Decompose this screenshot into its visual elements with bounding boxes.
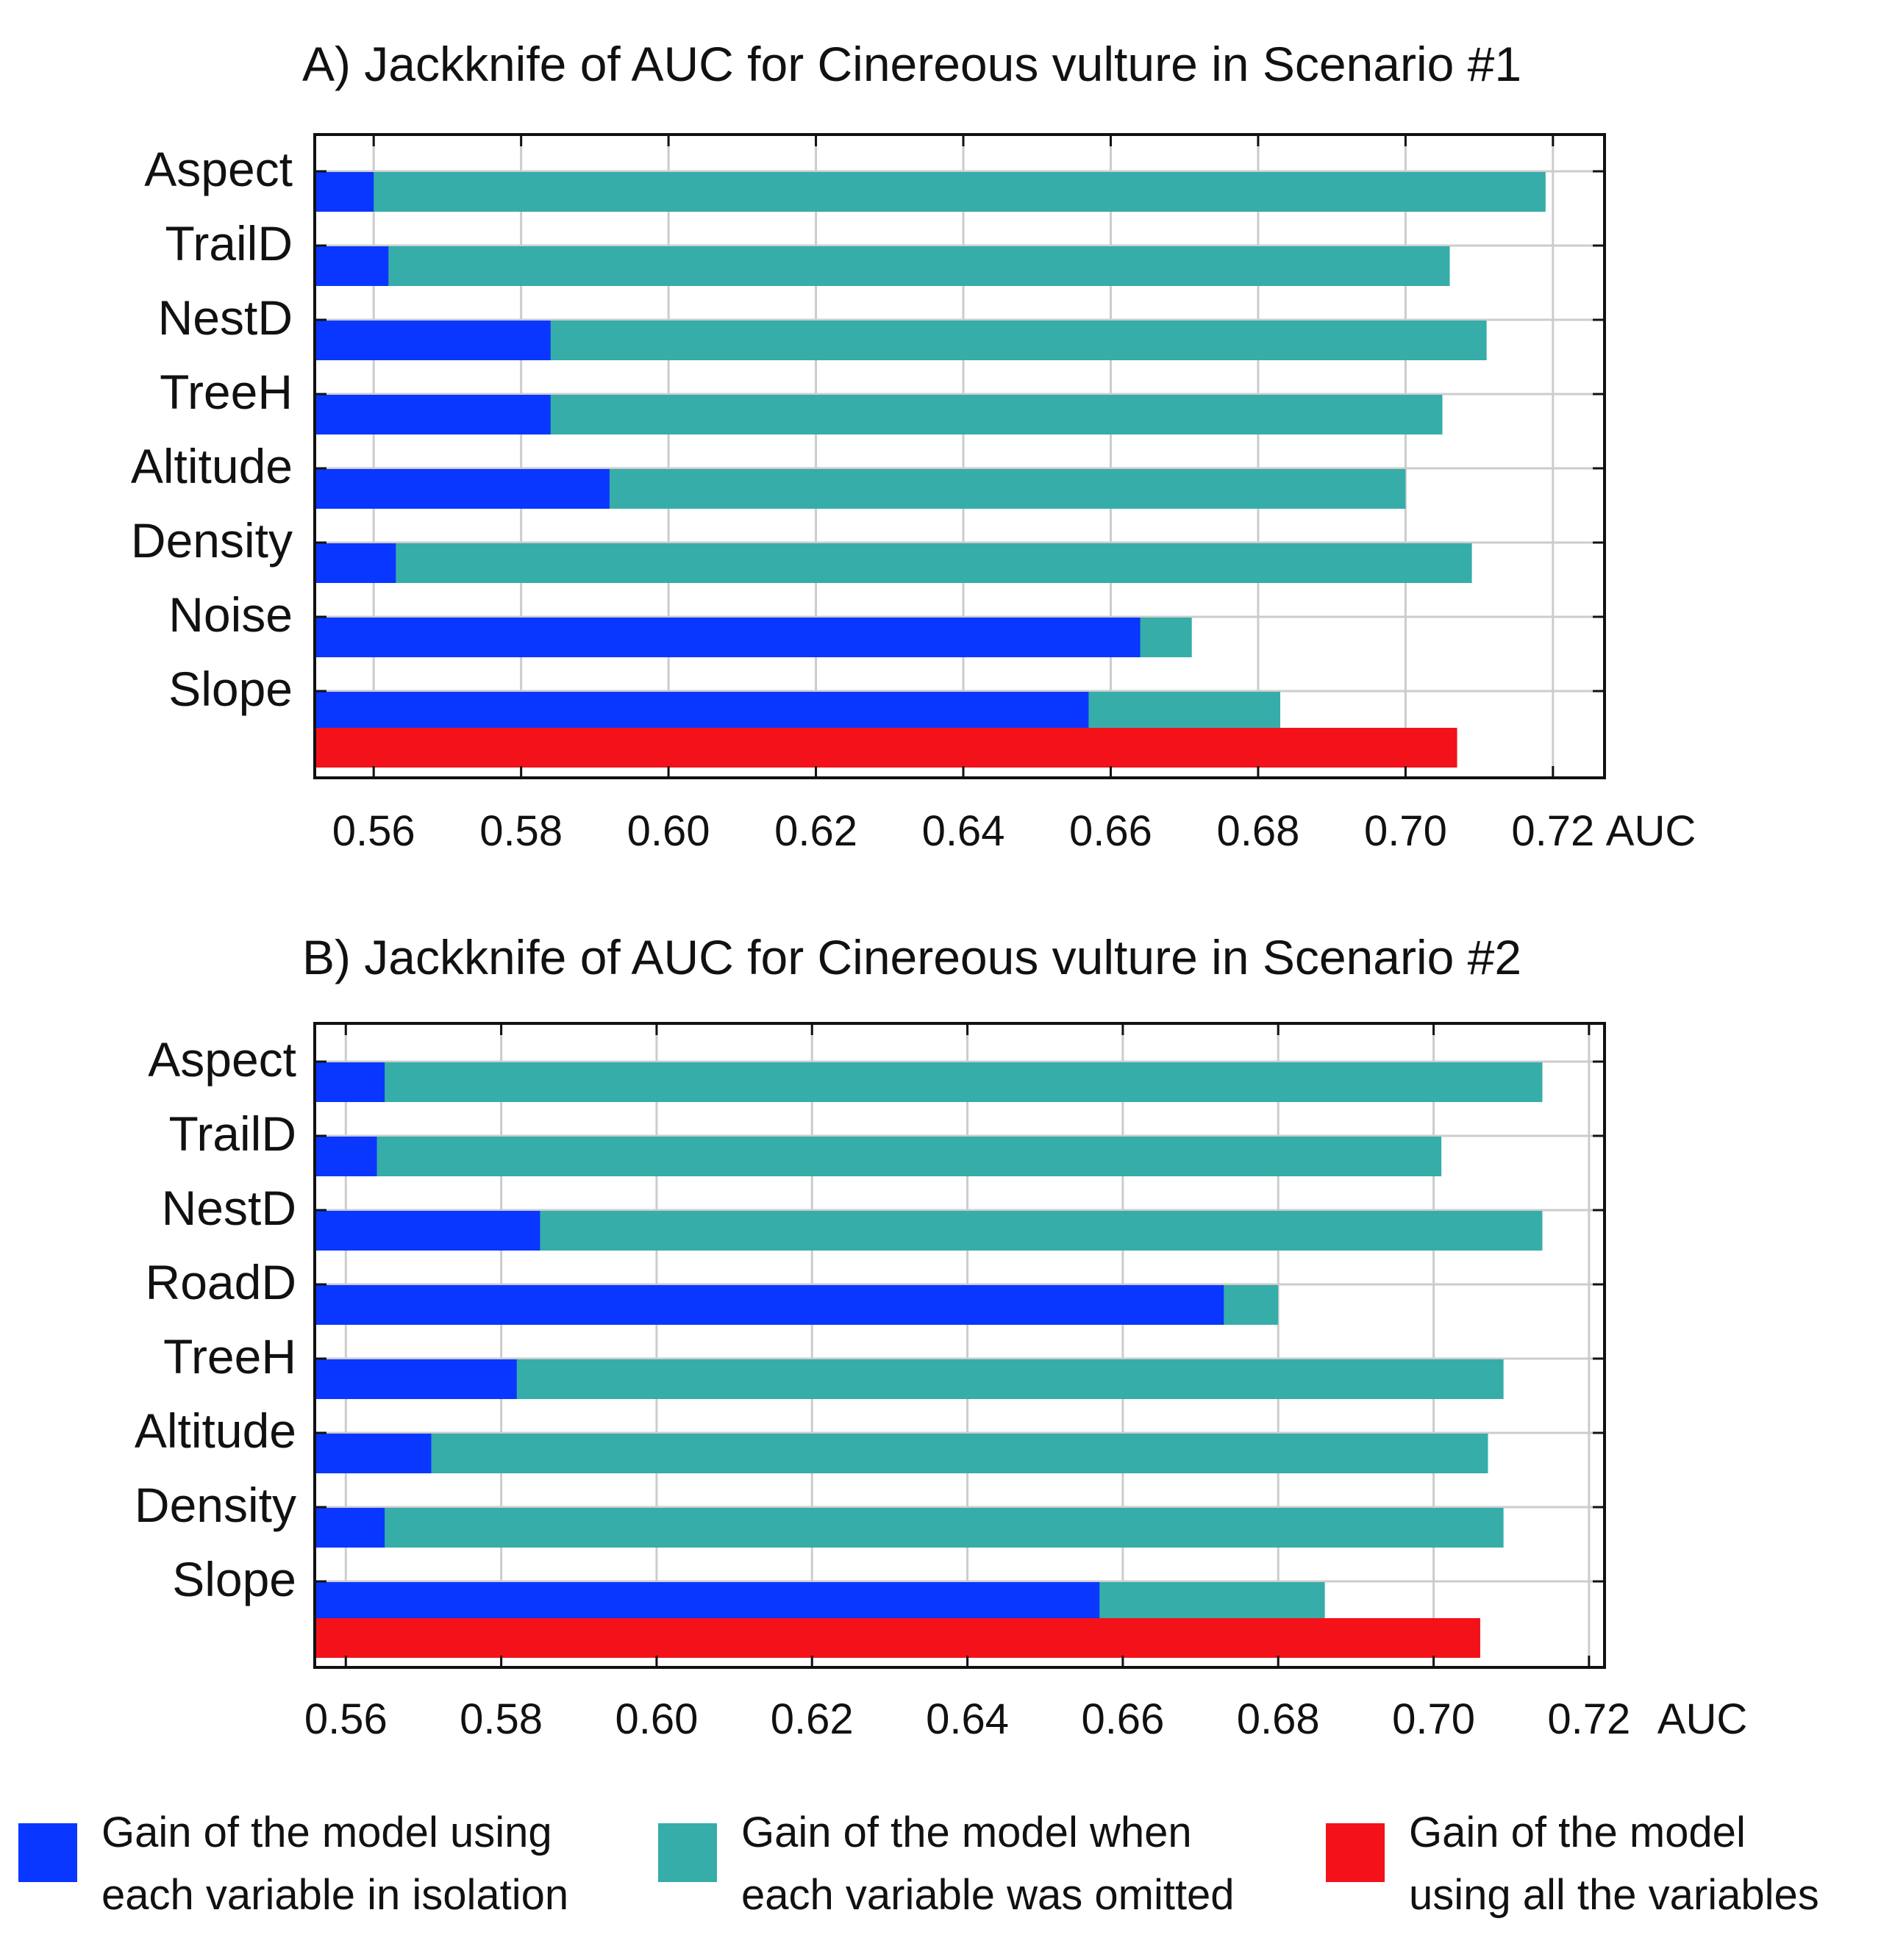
x-axis-label-a: AUC [1606,807,1696,855]
category-label-density: Density [135,1478,296,1532]
bar-isolation-roadd [315,1285,1224,1325]
category-label-nestd: NestD [158,290,293,345]
bar-omitted-traild [315,246,1450,286]
category-label-roadd: RoadD [146,1255,296,1309]
bar-omitted-traild [315,1137,1442,1176]
x-tick-label: 0.70 [1364,807,1447,855]
category-label-aspect: Aspect [148,1032,296,1087]
x-tick-label: 0.60 [627,807,710,855]
bar-isolation-nestd [315,1211,540,1251]
category-label-noise: Noise [168,587,293,642]
category-label-traild: TrailD [165,216,293,271]
bar-isolation-aspect [315,172,374,212]
bar-isolation-traild [315,246,389,286]
bar-isolation-altitude [315,469,610,509]
x-axis-label-b: AUC [1657,1695,1747,1743]
category-label-altitude: Altitude [131,439,293,493]
bar-all-variables-a [315,728,1457,768]
legend-label-all-variables-line1: Gain of the model [1409,1809,1746,1856]
x-tick-label: 0.68 [1216,807,1299,855]
category-label-altitude: Altitude [135,1403,296,1458]
category-label-traild: TrailD [168,1106,296,1161]
bar-omitted-density [315,1508,1504,1548]
bar-isolation-noise [315,618,1141,657]
legend-label-omitted-line1: Gain of the model when [741,1809,1192,1856]
chart-title-b: B) Jackknife of AUC for Cinereous vultur… [302,930,1521,984]
legend-label-isolation-line1: Gain of the model using [101,1809,552,1856]
x-tick-label: 0.58 [460,1695,543,1743]
bar-isolation-slope [315,1582,1100,1622]
x-tick-label: 0.66 [1069,807,1152,855]
plot-frame-a [313,133,1606,779]
x-tick-label: 0.58 [479,807,563,855]
x-tick-label: 0.72 [1511,807,1594,855]
x-tick-label: 0.56 [304,1695,388,1743]
legend-item-omitted: Gain of the model when each variable was… [658,1809,1235,1919]
gridlines-b [315,1023,1605,1667]
category-label-slope: Slope [168,662,293,716]
bar-isolation-treeh [315,1359,517,1399]
x-tick-label: 0.72 [1547,1695,1630,1743]
bar-isolation-traild [315,1137,377,1176]
legend-swatch-all-variables [1326,1823,1385,1882]
legend-label-isolation-line2: each variable in isolation [101,1871,568,1919]
legend-item-isolation: Gain of the model using each variable in… [18,1809,568,1919]
bars-b [315,1062,1543,1658]
x-tick-label: 0.66 [1081,1695,1164,1743]
bar-isolation-density [315,1508,385,1548]
x-tick-label: 0.64 [926,1695,1009,1743]
category-label-nestd: NestD [162,1181,296,1235]
bar-isolation-slope [315,692,1089,732]
ticks-a: 0.56 0.58 0.60 0.62 0.64 0.66 0.68 0.70 0.72 [315,135,1605,855]
gridlines-a [315,135,1605,778]
legend-label-all-variables-line2: using all the variables [1409,1871,1819,1919]
ticks-b: 0.56 0.58 0.60 0.62 0.64 0.66 0.68 0.70 0.72 [304,1023,1630,1743]
category-label-slope: Slope [172,1552,296,1606]
legend-swatch-omitted [658,1823,717,1882]
bar-isolation-density [315,543,396,583]
chart-panel-a: A) Jackknife of AUC for Cinereous vultur… [131,37,1696,855]
category-labels-a: Aspect TrailD NestD TreeH Altitude Density Noi… [131,142,293,716]
plot-frame-b [313,1022,1606,1669]
category-labels-b: Aspect TrailD NestD RoadD TreeH Altitude Densi… [135,1032,296,1606]
bar-isolation-altitude [315,1434,432,1473]
bar-omitted-density [315,543,1472,583]
x-tick-label: 0.64 [922,807,1005,855]
x-tick-label: 0.56 [332,807,415,855]
bar-isolation-treeh [315,395,551,434]
category-label-treeh: TreeH [160,365,293,419]
x-tick-label: 0.70 [1392,1695,1475,1743]
chart-title-a: A) Jackknife of AUC for Cinereous vultur… [302,37,1521,91]
bar-isolation-aspect [315,1062,385,1102]
x-tick-label: 0.62 [771,1695,854,1743]
category-label-treeh: TreeH [163,1329,296,1384]
legend-item-all-variables: Gain of the model using all the variable… [1326,1809,1819,1919]
x-tick-label: 0.60 [615,1695,698,1743]
bar-all-variables-b [315,1618,1480,1658]
x-tick-label: 0.62 [774,807,857,855]
category-label-density: Density [131,513,293,568]
chart-panel-b: B) Jackknife of AUC for Cinereous vultur… [135,930,1747,1743]
bar-isolation-nestd [315,321,551,360]
legend: Gain of the model using each variable in… [18,1809,1819,1919]
legend-label-omitted-line2: each variable was omitted [741,1871,1235,1919]
bar-omitted-aspect [315,172,1546,212]
bar-omitted-aspect [315,1062,1543,1102]
category-label-aspect: Aspect [144,142,293,196]
bars-a [315,172,1546,768]
legend-swatch-isolation [18,1823,77,1882]
x-tick-label: 0.68 [1237,1695,1320,1743]
bar-omitted-altitude [315,1434,1488,1473]
